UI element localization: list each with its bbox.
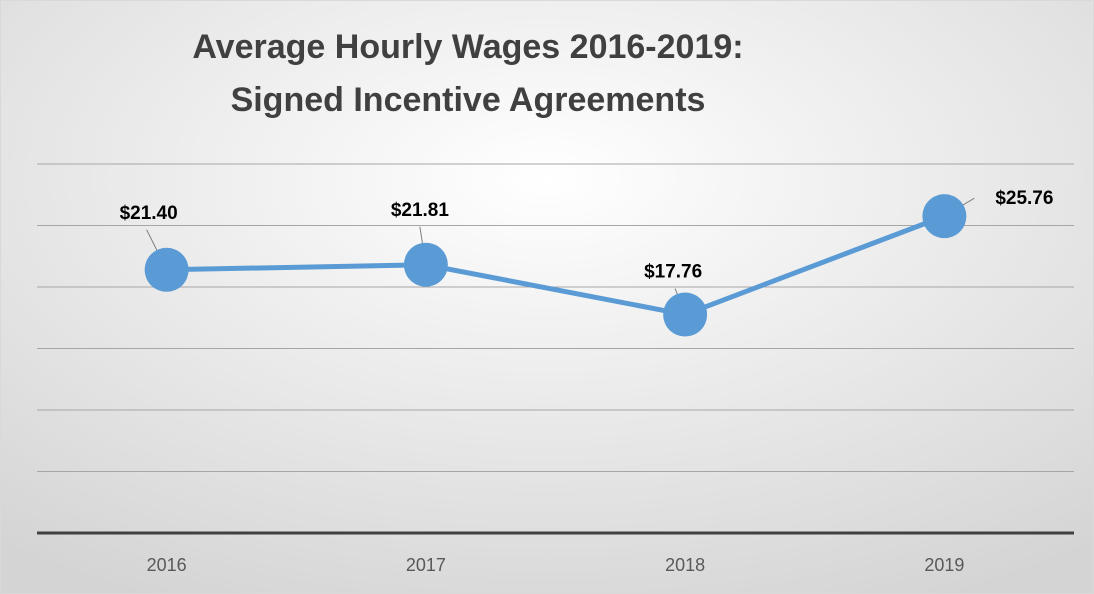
chart-title: Signed Incentive Agreements [231,81,706,119]
marker [922,194,967,239]
data-label: $21.81 [391,200,450,221]
x-tick-label: 2019 [924,555,964,575]
x-tick-label: 2018 [665,555,705,575]
line [166,213,946,318]
data-label: $17.76 [644,262,702,283]
marker [144,247,189,292]
marker [663,292,708,337]
x-tick-label: 2017 [406,555,446,575]
marker [403,242,448,287]
x-tick-label: 2016 [147,555,187,575]
chart-title: Average Hourly Wages 2016-2019: [192,28,743,66]
data-label: $21.40 [120,203,178,224]
data-label: $25.76 [995,188,1053,209]
